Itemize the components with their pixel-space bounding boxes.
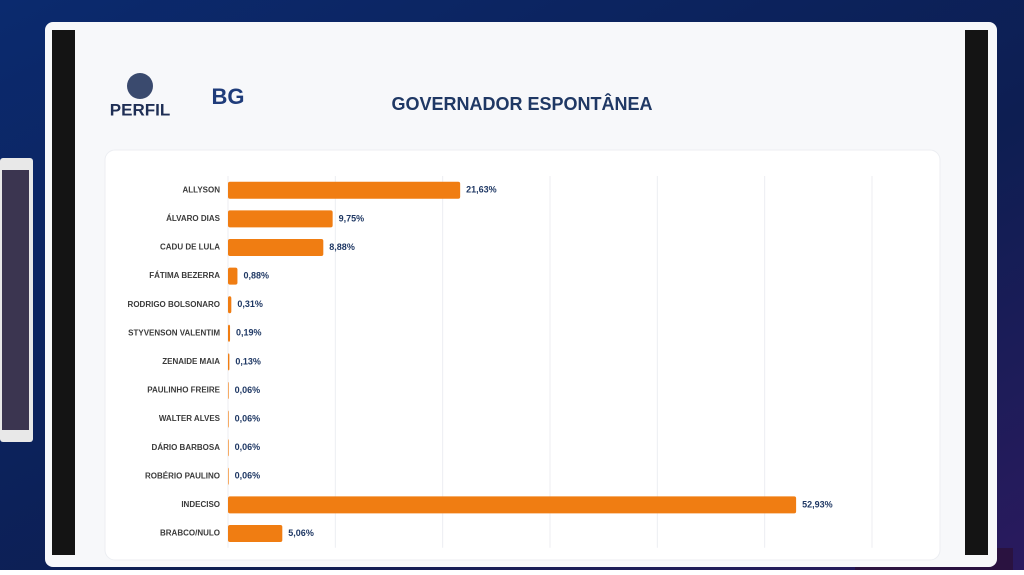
bar <box>228 382 229 399</box>
category-label: STYVENSON VALENTIM <box>128 328 220 337</box>
value-label: 52,93% <box>802 499 833 509</box>
logo-icon <box>127 73 153 99</box>
bar <box>228 296 232 314</box>
chart-title: GOVERNADOR ESPONTÂNEA <box>391 93 652 114</box>
bar <box>228 353 230 371</box>
category-label: RODRIGO BOLSONARO <box>128 300 220 309</box>
category-label: FÁTIMA BEZERRA <box>149 271 220 280</box>
side-bar-right <box>965 30 988 555</box>
side-bar-left <box>52 30 75 555</box>
category-label: ROBÉRIO PAULINO <box>145 471 220 480</box>
category-label: ZENAIDE MAIA <box>162 357 220 366</box>
value-label: 0,13% <box>235 356 261 366</box>
inset-video-frame <box>2 170 29 430</box>
category-label: ÁLVARO DIAS <box>166 214 221 223</box>
category-label: WALTER ALVES <box>159 414 221 423</box>
value-label: 0,88% <box>243 270 269 280</box>
value-label: 0,31% <box>237 299 263 309</box>
bar <box>228 324 231 342</box>
category-label: BRABCO/NULO <box>160 529 220 538</box>
value-label: 0,06% <box>235 471 261 481</box>
bar <box>228 439 229 457</box>
bar <box>228 181 461 199</box>
category-label: CADU DE LULA <box>160 243 220 252</box>
value-label: 0,06% <box>235 385 261 395</box>
value-label: 9,75% <box>339 213 365 223</box>
value-label: 0,19% <box>236 328 262 338</box>
category-label: PAULINHO FREIRE <box>147 386 220 395</box>
value-label: 21,63% <box>466 185 497 195</box>
bar <box>228 210 333 228</box>
bar <box>228 467 229 485</box>
logo-bg: BG <box>212 84 245 109</box>
value-label: 5,06% <box>288 528 314 538</box>
category-label: DÁRIO BARBOSA <box>152 443 221 452</box>
bar <box>228 496 797 514</box>
value-label: 0,06% <box>235 413 261 423</box>
bar <box>228 267 238 285</box>
category-label: INDECISO <box>181 500 220 509</box>
bar <box>228 525 283 542</box>
bar <box>228 239 324 256</box>
plot: ALLYSON 21,63% ÁLVARO DIAS 9,75% CADU DE LUL… <box>128 176 873 548</box>
bar <box>228 410 229 428</box>
value-label: 0,06% <box>235 442 261 452</box>
logo-perfil: PERFIL <box>110 100 170 119</box>
category-label: ALLYSON <box>183 185 221 194</box>
value-label: 8,88% <box>329 242 355 252</box>
